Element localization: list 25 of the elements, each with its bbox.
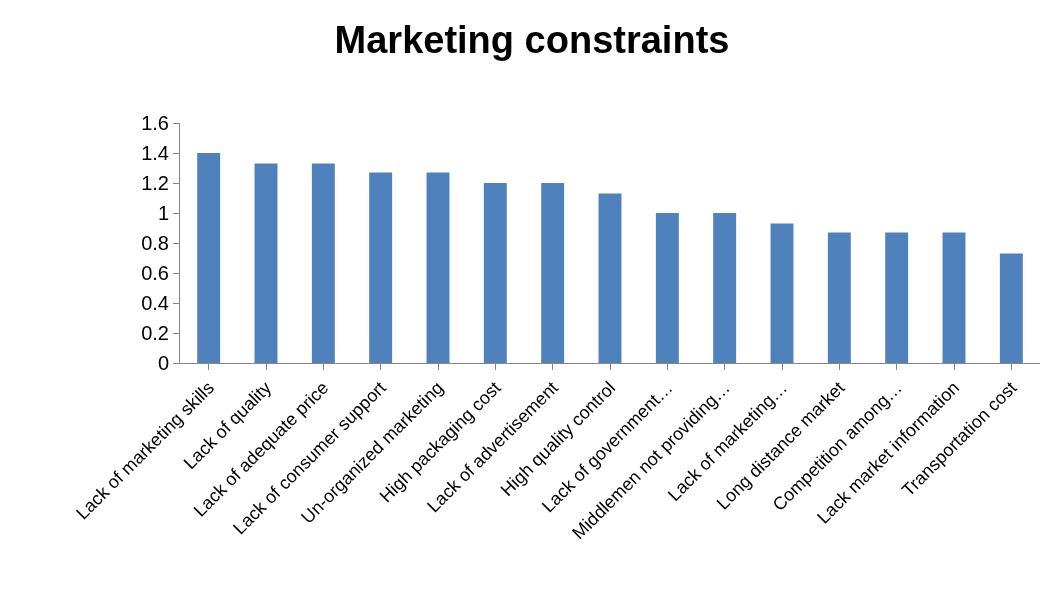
bar (369, 172, 393, 363)
y-tick-label: 1 (157, 202, 169, 224)
bar (770, 223, 794, 363)
bar (311, 163, 335, 363)
y-tick-label: 0.4 (141, 292, 169, 314)
y-tick-label: 1.2 (141, 172, 169, 194)
y-tick-label: 0.2 (141, 322, 169, 344)
bar (541, 183, 565, 363)
bar (885, 232, 909, 363)
y-tick-label: 0 (157, 352, 169, 374)
chart-title: Marketing constraints (334, 19, 730, 62)
y-tick-label: 1.4 (141, 142, 169, 164)
y-tick-label: 1.6 (141, 112, 169, 134)
bar (598, 193, 622, 363)
bar (483, 183, 507, 363)
bar (999, 253, 1023, 363)
bar (254, 163, 278, 363)
bar (827, 232, 851, 363)
bar (713, 213, 737, 363)
y-tick-label: 0.8 (141, 232, 169, 254)
bar (426, 172, 450, 363)
bar (942, 232, 966, 363)
bar (197, 153, 221, 363)
y-tick-label: 0.6 (141, 262, 169, 284)
bar (655, 213, 679, 363)
